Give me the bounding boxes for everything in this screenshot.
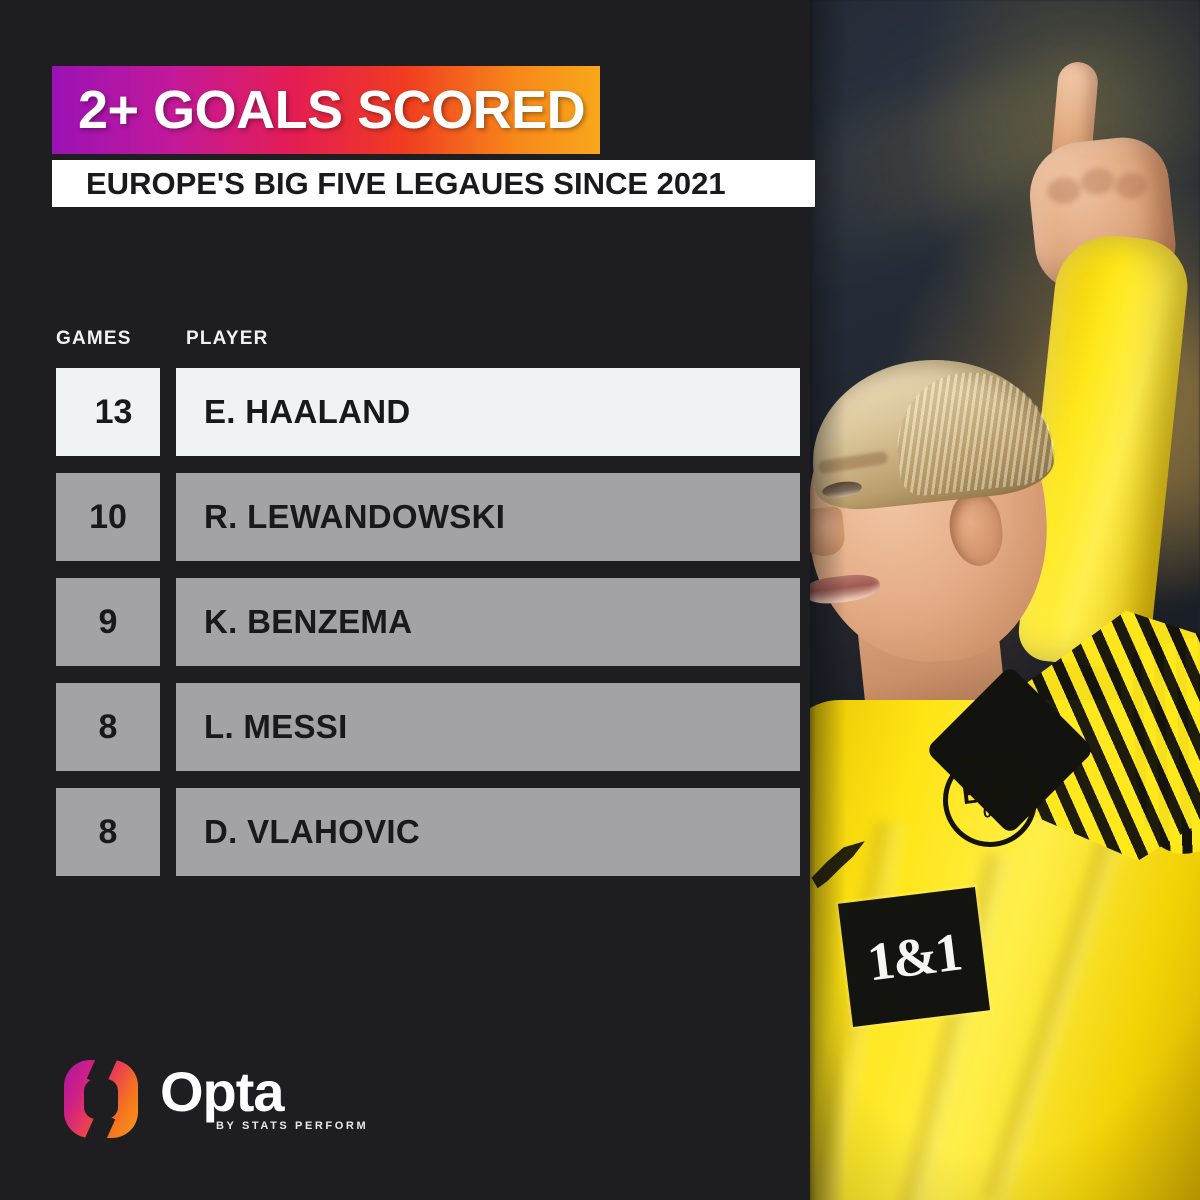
games-value: 10 (56, 473, 160, 561)
games-value: 8 (56, 683, 160, 771)
player-name: K. BENZEMA (176, 578, 800, 666)
table-header: GAMES PLAYER (56, 328, 756, 354)
subtitle-banner: EUROPE'S BIG FIVE LEGAUES SINCE 2021 (52, 160, 815, 207)
column-header-player: PLAYER (186, 328, 269, 349)
table-row[interactable]: 13 E. HAALAND (56, 368, 800, 456)
table-row[interactable]: 9 K. BENZEMA (56, 578, 800, 666)
opta-tagline: BY STATS PERFORM (216, 1119, 369, 1132)
opta-brand-name: Opta (160, 1060, 285, 1124)
player-photo: BVB 09 1&1 (800, 0, 1200, 1200)
table-row[interactable]: 8 D. VLAHOVIC (56, 788, 800, 876)
club-badge-text: BVB (960, 773, 1018, 811)
player-name: L. MESSI (176, 683, 800, 771)
opta-wordmark: Opta BY STATS PERFORM (160, 1060, 369, 1132)
sponsor-patch-label: 1&1 (864, 921, 964, 993)
opta-mark-icon (64, 1051, 138, 1147)
club-badge-year: 09 (982, 803, 1001, 822)
ranking-table: 13 E. HAALAND 10 R. LEWANDOWSKI 9 K. BEN… (56, 368, 800, 893)
table-row[interactable]: 10 R. LEWANDOWSKI (56, 473, 800, 561)
player-name: D. VLAHOVIC (176, 788, 800, 876)
table-row[interactable]: 8 L. MESSI (56, 683, 800, 771)
sponsor-patch: 1&1 (837, 887, 991, 1027)
games-value: 8 (56, 788, 160, 876)
page-title: 2+ GOALS SCORED (78, 80, 586, 140)
player-name: E. HAALAND (176, 368, 800, 456)
games-value: 9 (56, 578, 160, 666)
content-panel: 2+ GOALS SCORED EUROPE'S BIG FIVE LEGAUE… (52, 66, 815, 1147)
opta-logo: Opta BY STATS PERFORM (64, 1051, 369, 1147)
games-value: 13 (56, 368, 160, 456)
column-header-games: GAMES (56, 328, 132, 349)
page-subtitle: EUROPE'S BIG FIVE LEGAUES SINCE 2021 (86, 165, 726, 201)
title-banner: 2+ GOALS SCORED (52, 66, 600, 154)
player-name: R. LEWANDOWSKI (176, 473, 800, 561)
